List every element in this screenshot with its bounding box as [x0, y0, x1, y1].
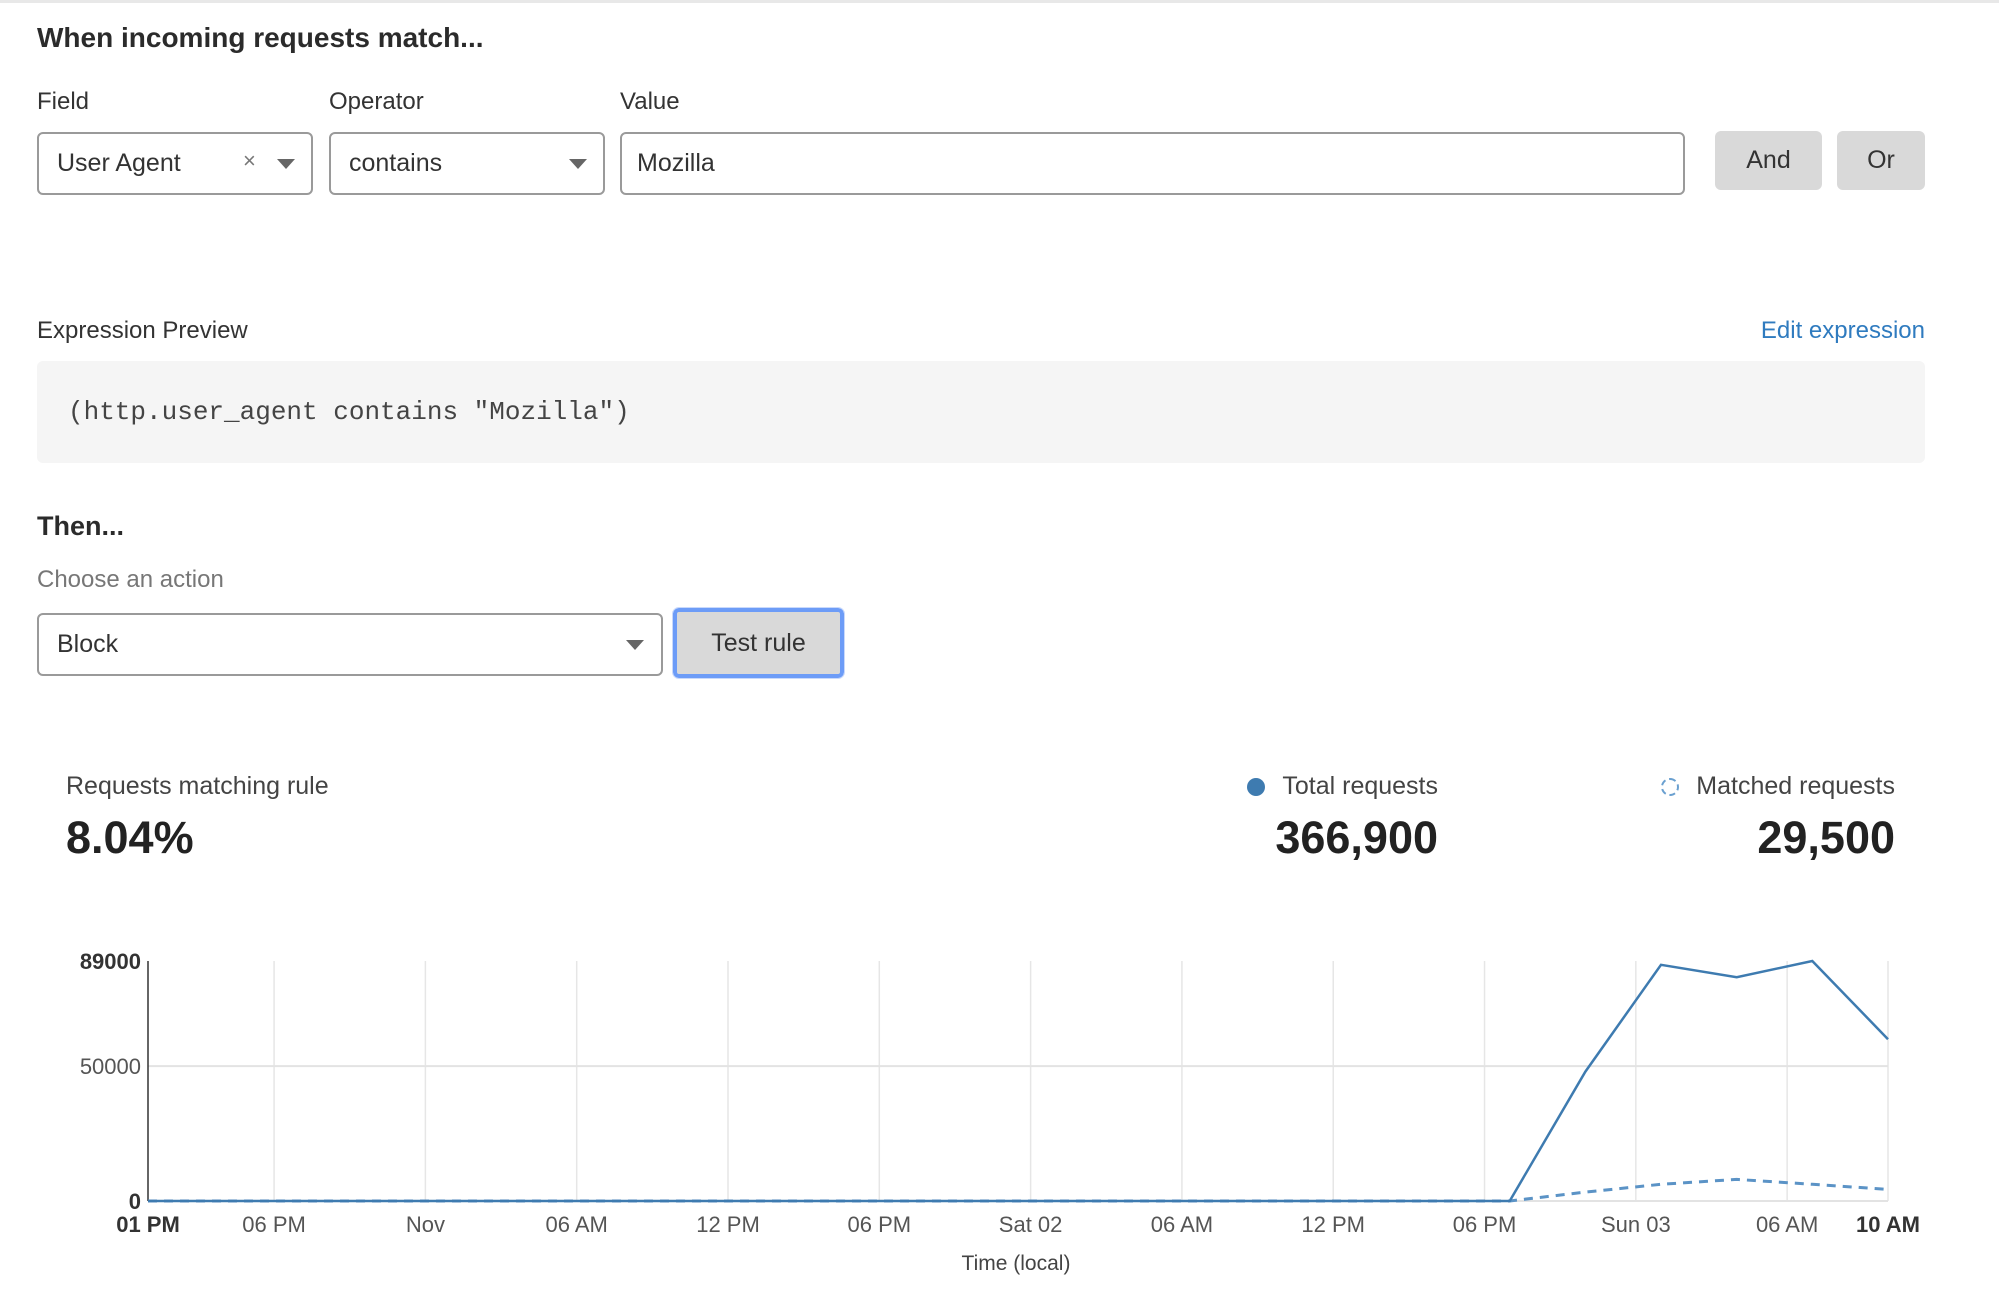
value-input-text: Mozilla: [637, 149, 715, 177]
dashed-dot-icon: [1661, 777, 1680, 796]
field-label: Field: [37, 88, 90, 115]
x-tick-label: 06 AM: [1756, 1212, 1818, 1237]
x-tick-label: 06 PM: [1453, 1212, 1517, 1237]
x-tick-label: Sun 03: [1601, 1212, 1671, 1237]
x-tick-label: Nov: [406, 1212, 445, 1237]
action-select[interactable]: Block: [37, 613, 663, 676]
x-tick-label: Sat 02: [999, 1212, 1063, 1237]
y-tick-label: 89000: [80, 949, 141, 974]
x-tick-label: 01 PM: [116, 1212, 180, 1237]
value-input[interactable]: Mozilla: [620, 132, 1685, 195]
top-divider: [0, 0, 1999, 3]
matching-rule-value: 8.04%: [66, 812, 194, 863]
chevron-down-icon: [626, 639, 644, 650]
x-tick-label: 12 PM: [696, 1212, 760, 1237]
value-label: Value: [620, 88, 680, 115]
y-tick-label: 50000: [80, 1054, 141, 1079]
action-select-value: Block: [57, 630, 119, 658]
x-tick-label: 06 PM: [242, 1212, 306, 1237]
x-axis-title: Time (local): [962, 1252, 1071, 1275]
expression-code: (http.user_agent contains "Mozilla"): [68, 397, 630, 427]
operator-select[interactable]: contains: [329, 132, 605, 195]
clear-icon[interactable]: ×: [243, 148, 256, 173]
then-heading: Then...: [37, 511, 124, 541]
matched-requests-label: Matched requests: [1696, 772, 1895, 800]
legend-matched: Matched requests: [1661, 772, 1895, 801]
expression-preview: (http.user_agent contains "Mozilla"): [37, 361, 1925, 463]
solid-dot-icon: [1247, 777, 1266, 796]
total-requests-label: Total requests: [1282, 772, 1438, 800]
chevron-down-icon: [569, 158, 587, 169]
total-requests-value: 366,900: [1275, 812, 1438, 863]
or-button[interactable]: Or: [1837, 131, 1925, 190]
matching-rule-label: Requests matching rule: [66, 772, 329, 800]
x-tick-label: 12 PM: [1301, 1212, 1365, 1237]
x-tick-label: 06 AM: [546, 1212, 608, 1237]
matched-requests-value: 29,500: [1757, 812, 1895, 863]
y-tick-label: 0: [129, 1189, 141, 1214]
x-tick-label: 06 AM: [1151, 1212, 1213, 1237]
operator-label: Operator: [329, 88, 424, 115]
chevron-down-icon: [277, 158, 295, 169]
match-heading: When incoming requests match...: [37, 22, 484, 53]
field-select[interactable]: User Agent ×: [37, 132, 313, 195]
x-tick-label: 06 PM: [848, 1212, 912, 1237]
total-requests-line: [148, 959, 1889, 1203]
and-button[interactable]: And: [1715, 131, 1822, 190]
x-tick-label: 10 AM: [1856, 1212, 1920, 1237]
edit-expression-link[interactable]: Edit expression: [1760, 317, 1925, 344]
matched-requests-line: [148, 1177, 1889, 1203]
legend-total: Total requests: [1247, 772, 1438, 801]
expression-preview-label: Expression Preview: [37, 317, 248, 344]
operator-select-value: contains: [349, 149, 443, 177]
field-select-value: User Agent: [57, 149, 181, 177]
test-rule-button[interactable]: Test rule: [672, 607, 845, 679]
action-label: Choose an action: [37, 566, 224, 593]
